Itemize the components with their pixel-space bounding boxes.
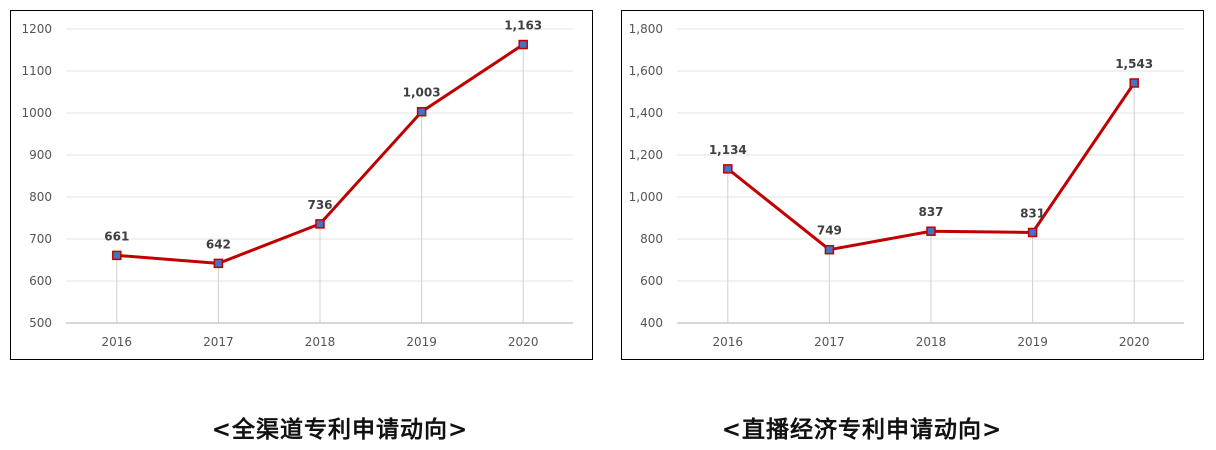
x-tick-label: 2016 [713, 335, 744, 349]
y-tick-label: 500 [29, 316, 52, 330]
data-point-marker [1129, 78, 1139, 88]
y-tick-label: 800 [29, 190, 52, 204]
data-label: 1,134 [709, 143, 747, 157]
data-point-marker [112, 250, 122, 261]
data-point-marker [213, 258, 224, 269]
data-point-marker [416, 106, 427, 117]
x-tick-label: 2016 [102, 335, 133, 349]
data-label: 837 [918, 205, 943, 219]
y-tick-label: 1,800 [629, 22, 663, 36]
data-point-marker [723, 164, 733, 174]
y-tick-label: 1,600 [629, 64, 663, 78]
data-label: 1,543 [1115, 57, 1153, 71]
data-point-marker [1027, 227, 1038, 238]
data-point-marker [926, 226, 936, 236]
data-point-marker [518, 39, 528, 50]
y-tick-label: 1100 [21, 64, 52, 78]
y-tick-label: 1,200 [629, 148, 663, 162]
data-label: 749 [817, 224, 842, 238]
data-label: 661 [104, 229, 129, 243]
y-tick-label: 600 [640, 274, 663, 288]
y-tick-label: 1,000 [629, 190, 663, 204]
chart-panel-right: 400 600 800 1,000 1,200 1,400 1,600 1,800 1,134 7… [621, 10, 1204, 360]
x-tick-label: 2019 [1017, 335, 1048, 349]
x-tick-label: 2018 [916, 335, 947, 349]
x-tick-label: 2020 [508, 335, 539, 349]
data-label: 1,003 [403, 86, 441, 100]
y-tick-label: 400 [640, 316, 663, 330]
x-tick-label: 2019 [406, 335, 437, 349]
chart-panel-left: 500 600 700 800 900 1000 1100 1200 661 642 736 1,00… [10, 10, 593, 360]
data-label: 736 [307, 198, 332, 212]
x-tick-label: 2018 [305, 335, 336, 349]
data-point-marker [315, 219, 325, 229]
y-tick-label: 600 [29, 274, 52, 288]
y-tick-label: 1000 [21, 106, 52, 120]
data-label: 1,163 [504, 19, 542, 33]
y-tick-label: 700 [29, 232, 52, 246]
x-tick-label: 2020 [1119, 335, 1150, 349]
line-chart-right: 400 600 800 1,000 1,200 1,400 1,600 1,800 1,134 7… [629, 22, 1184, 349]
y-tick-label: 900 [29, 148, 52, 162]
y-tick-label: 1200 [21, 22, 52, 36]
y-tick-label: 1,400 [629, 106, 663, 120]
y-tick-label: 800 [640, 232, 663, 246]
data-label: 831 [1020, 206, 1045, 220]
data-label: 642 [206, 237, 231, 251]
chart-caption-right: <直播经济专利申请动向> [721, 417, 1003, 443]
data-point-marker [824, 244, 835, 255]
x-tick-label: 2017 [814, 335, 845, 349]
series-line [726, 82, 1136, 252]
x-tick-label: 2017 [203, 335, 234, 349]
line-chart-left: 500 600 700 800 900 1000 1100 1200 661 642 736 1,00… [21, 19, 573, 349]
chart-caption-left: <全渠道专利申请动向> [211, 417, 469, 443]
